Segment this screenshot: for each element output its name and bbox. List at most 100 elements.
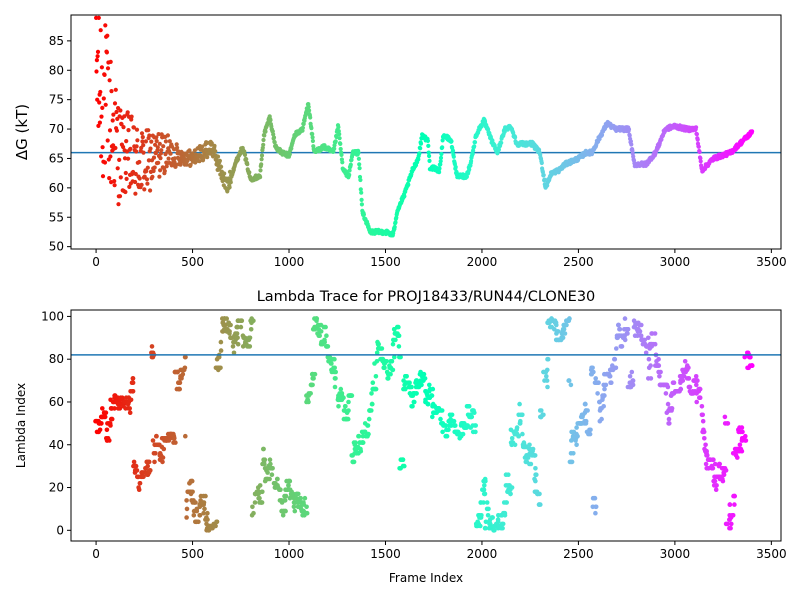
dg-point	[438, 155, 444, 160]
lambda-point	[440, 429, 445, 435]
dg-point	[694, 125, 699, 130]
lambda-point	[737, 442, 743, 448]
lambda-point	[407, 380, 412, 386]
lambda-point	[485, 513, 491, 518]
lambda-point	[265, 470, 270, 475]
lambda-point	[583, 418, 589, 424]
dg-point	[245, 162, 250, 167]
lambda-point	[269, 466, 275, 471]
dg-point	[148, 188, 153, 193]
lambda-point	[643, 350, 649, 356]
lambda-point	[145, 459, 151, 465]
lambda-point	[627, 374, 633, 379]
lambda-point	[700, 418, 706, 424]
lambda-point	[532, 453, 538, 458]
lambda-point	[473, 429, 478, 435]
lambda-point	[304, 504, 309, 510]
lambda-point	[234, 335, 239, 341]
lambda-point	[694, 378, 700, 383]
dg-point	[100, 145, 105, 150]
dg-point	[112, 179, 117, 184]
lambda-point	[603, 382, 609, 388]
lambda-point	[388, 371, 393, 377]
lambda-point	[646, 356, 652, 362]
lambda-point	[721, 472, 727, 478]
lambda-point	[311, 376, 316, 381]
dg-point	[139, 182, 144, 187]
lambda-point	[410, 404, 415, 409]
lambda-point	[212, 523, 217, 529]
lambda-point	[648, 376, 654, 381]
lambda-point	[625, 331, 630, 336]
lambda-point	[202, 506, 207, 512]
lambda-point	[608, 380, 613, 386]
lambda-point	[306, 399, 311, 405]
dg-point	[98, 89, 103, 95]
dg-point	[122, 156, 128, 161]
lambda-point	[705, 453, 710, 458]
lambda-point	[267, 457, 273, 463]
lambda-point	[294, 491, 300, 497]
lambda-point	[127, 406, 132, 411]
dg-point	[406, 182, 411, 187]
lambda-point	[702, 436, 707, 441]
lambda-point	[282, 493, 287, 499]
lambda-point	[663, 391, 669, 396]
lambda-point	[184, 515, 189, 520]
lambda-point	[400, 457, 406, 463]
lambda-point	[593, 510, 598, 516]
lambda-point	[617, 327, 622, 332]
dg-point	[131, 125, 136, 130]
lambda-point	[727, 502, 733, 507]
lambda-point	[247, 335, 253, 341]
y-tick-label: 65	[49, 151, 64, 165]
dg-point	[155, 145, 160, 150]
dg-point	[426, 150, 431, 155]
dg-point	[158, 156, 163, 161]
lambda-point	[429, 393, 434, 398]
dg-point	[156, 160, 161, 165]
lambda-point	[192, 500, 197, 505]
lambda-point	[723, 468, 729, 473]
lambda-point	[699, 412, 705, 418]
dg-point	[146, 158, 151, 163]
dg-point	[261, 142, 266, 147]
lambda-point	[234, 331, 240, 336]
lambda-point	[344, 416, 350, 422]
dg-point	[168, 151, 173, 156]
lambda-point	[128, 397, 134, 403]
dg-point	[133, 179, 138, 185]
lambda-point	[197, 513, 203, 518]
lambda-point	[729, 521, 734, 527]
lambda-point	[614, 346, 619, 351]
lambda-point	[224, 316, 229, 321]
lambda-point	[652, 331, 658, 336]
dg-point	[450, 148, 456, 153]
lambda-point	[214, 519, 220, 525]
lambda-point	[564, 322, 569, 328]
lambda-point	[324, 333, 329, 339]
dg-point	[104, 50, 109, 55]
dg-point	[337, 132, 342, 137]
lambda-point	[432, 410, 437, 416]
lambda-point	[533, 478, 538, 484]
dg-point	[228, 180, 233, 185]
lambda-point	[328, 361, 334, 366]
lambda-point	[732, 493, 737, 499]
dg-point	[310, 131, 315, 137]
lambda-point	[235, 341, 241, 347]
dg-point	[542, 177, 547, 182]
lambda-point	[638, 333, 644, 339]
dg-point	[147, 133, 152, 138]
lambda-point	[648, 363, 653, 368]
dg-point	[149, 139, 154, 144]
lambda-point	[366, 416, 372, 422]
lambda-point	[720, 478, 726, 484]
lambda-point	[291, 504, 297, 510]
dg-point	[417, 151, 422, 156]
lambda-point	[389, 359, 395, 364]
dg-point	[127, 184, 132, 189]
lambda-point	[180, 371, 186, 377]
dg-point	[394, 215, 399, 220]
lambda-point	[257, 495, 262, 501]
